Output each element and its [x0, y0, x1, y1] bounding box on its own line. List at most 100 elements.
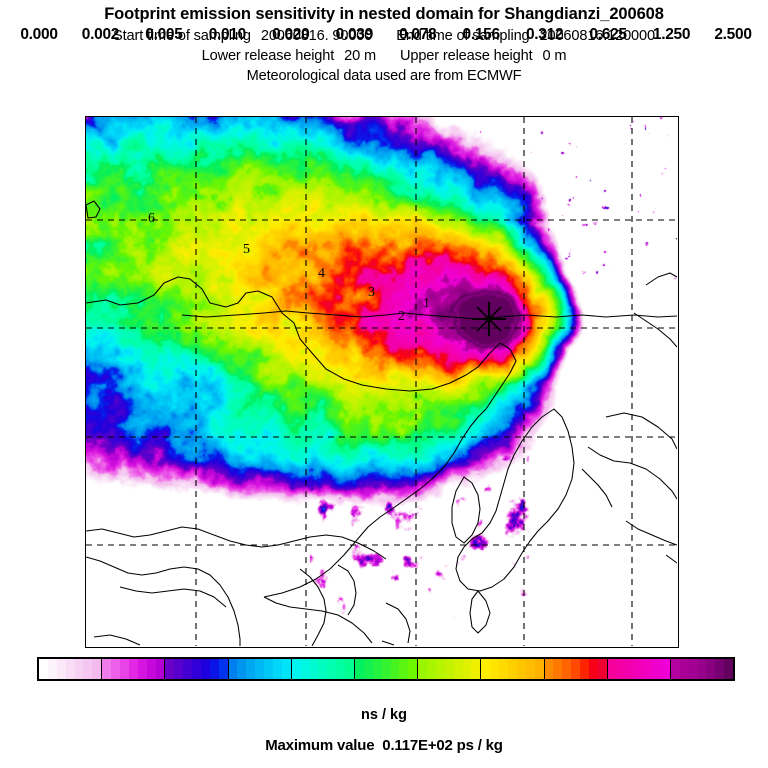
colorbar-step — [399, 659, 409, 679]
maximum-value-label: Maximum value — [265, 737, 375, 754]
colorbar-step — [471, 659, 481, 679]
colorbar-step — [381, 659, 391, 679]
colorbar-tick-5: 0.039 — [335, 26, 374, 43]
colorbar-step — [580, 659, 589, 679]
colorbar-step — [174, 659, 184, 679]
colorbar-step — [165, 659, 175, 679]
colorbar-step — [363, 659, 373, 679]
lower-release-label: Lower release height — [201, 48, 335, 64]
colorbar-step — [490, 659, 500, 679]
coastline-path — [337, 564, 357, 616]
colorbar-step — [309, 659, 319, 679]
colorbar-step — [706, 659, 716, 679]
colorbar-tick-labels: 0.000 0.002 0.005 0.010 0.020 0.039 0.078 0.156… — [0, 26, 768, 46]
colorbar-step — [481, 659, 491, 679]
colorbar-step — [643, 659, 653, 679]
colorbar-step — [507, 659, 517, 679]
hour-marker-1: 1 — [423, 296, 430, 311]
colorbar-step — [372, 659, 382, 679]
colorbar-step — [652, 659, 662, 679]
colorbar-unit-label: ns / kg — [361, 707, 407, 723]
colorbar-step — [715, 659, 725, 679]
colorbar-band-10 — [670, 659, 734, 679]
colorbar-tick-3: 0.010 — [208, 26, 247, 43]
colorbar — [37, 657, 735, 681]
release-height-line: Lower release height 20 m Upper release he… — [0, 48, 768, 64]
colorbar-step — [56, 659, 66, 679]
map-panel: 6 5 4 3 2 1 — [85, 116, 679, 648]
colorbar-step — [616, 659, 626, 679]
colorbar-band-8 — [544, 659, 608, 679]
colorbar-step — [92, 659, 102, 679]
coastline-path — [587, 446, 677, 500]
coastline-path — [381, 640, 395, 646]
coastline-path — [605, 412, 677, 450]
coastline-path — [86, 556, 241, 646]
coastline-path — [451, 476, 481, 544]
colorbar-step — [661, 659, 670, 679]
upper-release-label: Upper release height — [399, 48, 533, 64]
colorbar-tick-6: 0.078 — [399, 26, 437, 43]
hour-marker-5: 5 — [243, 242, 250, 257]
colorbar-step — [237, 659, 247, 679]
coastline-path — [625, 520, 677, 546]
coastline-path — [665, 554, 677, 564]
coastline-path — [385, 602, 411, 644]
hour-marker-3: 3 — [368, 285, 375, 300]
coastline-path — [93, 634, 141, 646]
coastline-path — [86, 200, 101, 219]
end-time-value: 20060816.120000 — [539, 28, 656, 44]
colorbar-band-5 — [354, 659, 419, 679]
coastline-overlay — [86, 200, 677, 646]
start-time-value: 20060816. 90000 — [260, 28, 373, 44]
colorbar-step — [318, 659, 328, 679]
colorbar-step — [300, 659, 310, 679]
colorbar-band-0 — [39, 659, 103, 679]
colorbar-step — [435, 659, 445, 679]
colorbar-step — [255, 659, 265, 679]
colorbar-step — [462, 659, 472, 679]
coastline-path — [181, 310, 677, 320]
coastline-path — [469, 590, 491, 634]
colorbar-container — [37, 657, 735, 681]
colorbar-step — [74, 659, 84, 679]
colorbar-step — [39, 659, 48, 679]
colorbar-step — [453, 659, 463, 679]
colorbar-band-1 — [102, 659, 166, 679]
maximum-value-number: 0.117E+02 ps / kg — [382, 737, 503, 754]
colorbar-band-2 — [165, 659, 229, 679]
colorbar-step — [544, 659, 554, 679]
colorbar-step — [597, 659, 607, 679]
colorbar-step — [228, 659, 238, 679]
colorbar-step — [525, 659, 535, 679]
graticule-grid — [86, 117, 677, 646]
colorbar-step — [246, 659, 256, 679]
colorbar-band-9 — [607, 659, 671, 679]
start-time-label: Start time of sampling — [113, 28, 251, 44]
colorbar-step — [571, 659, 581, 679]
colorbar-step — [625, 659, 635, 679]
colorbar-step — [111, 659, 120, 679]
colorbar-step — [83, 659, 93, 679]
colorbar-tick-8: 0.312 — [525, 26, 564, 43]
release-point-marker — [472, 302, 506, 336]
colorbar-tick-1: 0.002 — [81, 26, 120, 43]
colorbar-step — [209, 659, 219, 679]
coastline-path — [633, 312, 677, 348]
upper-release-value: 0 m — [542, 48, 567, 64]
hour-marker-6: 6 — [148, 211, 155, 226]
colorbar-tick-11: 2.500 — [714, 26, 752, 43]
page-title: Footprint emission sensitivity in nested… — [104, 5, 664, 23]
colorbar-tick-2: 0.005 — [145, 26, 183, 43]
colorbar-tick-0: 0.000 — [20, 26, 58, 43]
maximum-value-caption: Maximum value 0.117E+02 ps / kg — [0, 737, 768, 754]
lower-release-value: 20 m — [344, 48, 376, 64]
colorbar-step — [553, 659, 563, 679]
header: Footprint emission sensitivity in nested… — [0, 0, 768, 84]
colorbar-step — [444, 659, 454, 679]
colorbar-step — [607, 659, 617, 679]
colorbar-step — [273, 659, 282, 679]
colorbar-tick-10: 1.250 — [652, 26, 691, 43]
colorbar-step — [688, 659, 698, 679]
coastline-path — [455, 408, 575, 592]
